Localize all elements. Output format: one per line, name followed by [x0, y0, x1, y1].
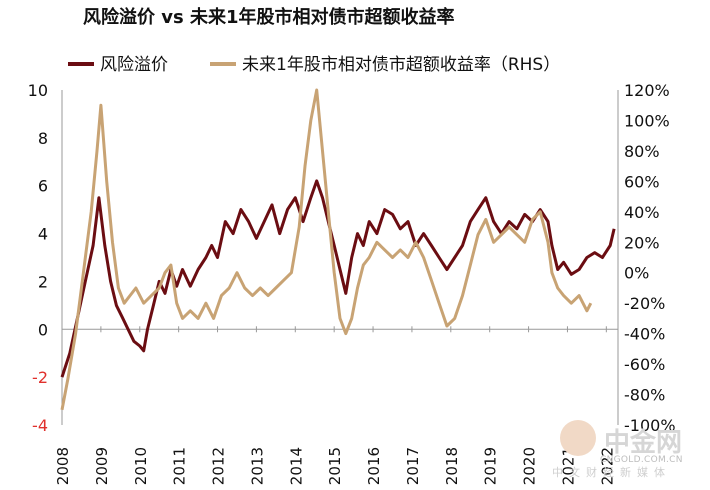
x-tick-label: 2018 — [443, 447, 461, 485]
series-group — [60, 88, 616, 411]
series-risk-premium-line — [60, 179, 616, 378]
x-tick-label: 2011 — [171, 447, 189, 485]
y-right-tick-label: 20% — [624, 233, 660, 252]
watermark-name: 中金网 — [604, 428, 683, 458]
y-left-tick-label: 10 — [28, 81, 48, 100]
watermark-url: CNGOLD.COM.CN — [600, 455, 683, 465]
y-right-tick-label: 80% — [624, 142, 660, 161]
legend-label: 风险溢价 — [100, 55, 168, 75]
x-tick-label: 2014 — [287, 447, 305, 485]
y-left-tick-label: -4 — [32, 416, 48, 435]
series-excess-return-line — [60, 88, 593, 411]
y-right-tick-label: -60% — [624, 355, 665, 374]
x-tick-label: 2017 — [404, 447, 422, 485]
watermark-subtitle: 中文财经新媒体 — [552, 466, 671, 479]
y-right-tick-label: -20% — [624, 294, 665, 313]
y-left-tick-label: 4 — [38, 225, 48, 244]
y-left-tick-label: 2 — [38, 272, 48, 291]
x-tick-label: 2022 — [598, 447, 616, 485]
axes: -4 -2 0 2 4 6 8 10 -100% -80% -60% -40% -20% 0% 20% 40%… — [28, 81, 676, 485]
y-left-tick-label: 6 — [38, 177, 48, 196]
x-tick-label: 2021 — [559, 447, 577, 485]
y-left-tick-label: 0 — [38, 320, 48, 339]
x-tick-label: 2015 — [326, 447, 344, 485]
y-left-tick-label: -2 — [32, 368, 48, 387]
x-tick-label: 2008 — [54, 447, 72, 485]
legend: 风险溢价 未来1年股市相对债市超额收益率（RHS） — [68, 55, 560, 75]
x-tick-label: 2012 — [210, 447, 228, 485]
y-right-tick-label: 0% — [624, 264, 649, 283]
x-tick-label: 2019 — [482, 447, 500, 485]
x-tick-label: 2020 — [521, 447, 539, 485]
y-right-tick-label: 100% — [624, 111, 670, 130]
x-tick-label: 2009 — [93, 447, 111, 485]
legend-label: 未来1年股市相对债市超额收益率（RHS） — [242, 55, 560, 75]
chart-title: 风险溢价 vs 未来1年股市相对债市超额收益率 — [83, 6, 455, 28]
y-left-tick-label: 8 — [38, 129, 48, 148]
x-tick-label: 2016 — [365, 447, 383, 485]
x-tick-label: 2013 — [248, 447, 266, 485]
y-right-tick-label: 120% — [624, 81, 670, 100]
y-right-tick-label: -100% — [624, 416, 676, 435]
x-tick-label: 2010 — [132, 447, 150, 485]
y-right-tick-label: 40% — [624, 203, 660, 222]
y-right-tick-label: -80% — [624, 386, 665, 405]
y-right-tick-label: 60% — [624, 172, 660, 191]
watermark-logo-icon — [560, 420, 596, 456]
y-right-tick-label: -40% — [624, 325, 665, 344]
